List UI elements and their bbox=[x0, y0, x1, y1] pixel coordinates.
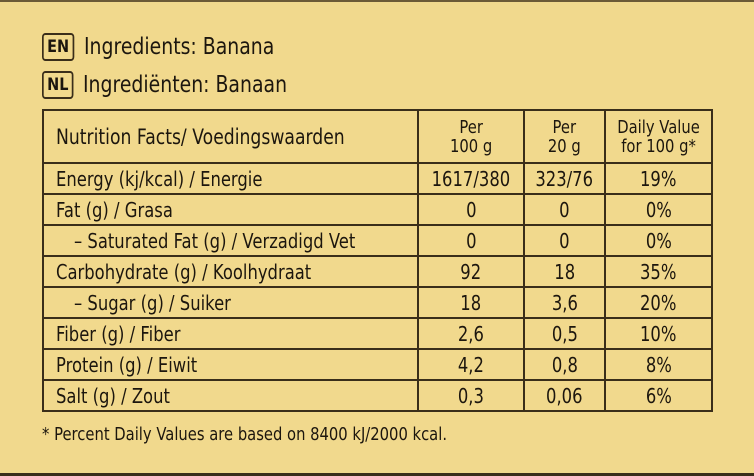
ingredients-text-nl: Ingrediënten: Banaan bbox=[83, 72, 288, 98]
table-row: – Saturated Fat (g) / Verzadigd Vet 0 0 … bbox=[41, 224, 714, 257]
table-row: Carbohydrate (g) / Koolhydraat 92 18 35% bbox=[41, 255, 714, 288]
row-name: Fat (g) / Grasa bbox=[41, 193, 420, 226]
row-per-20g: 323/76 bbox=[523, 162, 606, 195]
row-per-20g: 0 bbox=[523, 224, 606, 257]
row-daily-value: 6% bbox=[603, 379, 714, 412]
row-per-100g: 2,6 bbox=[417, 317, 526, 350]
row-daily-value: 20% bbox=[603, 286, 714, 319]
row-name: – Saturated Fat (g) / Verzadigd Vet bbox=[41, 224, 420, 257]
table-row: Salt (g) / Zout 0,3 0,06 6% bbox=[41, 379, 714, 412]
language-badge-nl: NL bbox=[42, 71, 74, 99]
header-per-100g: Per 100 g bbox=[417, 109, 526, 164]
row-per-20g: 0,5 bbox=[523, 317, 606, 350]
bottom-border bbox=[0, 473, 754, 476]
row-per-20g: 0,06 bbox=[523, 379, 606, 412]
table-row: – Sugar (g) / Suiker 18 3,6 20% bbox=[41, 286, 714, 319]
row-daily-value: 8% bbox=[603, 348, 714, 381]
row-per-20g: 0 bbox=[523, 193, 606, 226]
row-per-100g: 0,3 bbox=[417, 379, 526, 412]
header-name: Nutrition Facts/ Voedingswaarden bbox=[41, 109, 420, 164]
language-badge-en: EN bbox=[42, 33, 75, 61]
row-daily-value: 0% bbox=[603, 193, 714, 226]
top-border bbox=[0, 0, 754, 2]
row-per-20g: 0,8 bbox=[523, 348, 606, 381]
table-row: Fiber (g) / Fiber 2,6 0,5 10% bbox=[41, 317, 714, 350]
table-row: Protein (g) / Eiwit 4,2 0,8 8% bbox=[41, 348, 714, 381]
row-name: Salt (g) / Zout bbox=[41, 379, 420, 412]
row-per-100g: 18 bbox=[417, 286, 526, 319]
row-name: Fiber (g) / Fiber bbox=[41, 317, 420, 350]
row-per-100g: 1617/380 bbox=[417, 162, 526, 195]
header-daily-value: Daily Value for 100 g* bbox=[603, 109, 714, 164]
table-header-row: Nutrition Facts/ Voedingswaarden Per 100… bbox=[41, 109, 714, 164]
table-row: Fat (g) / Grasa 0 0 0% bbox=[41, 193, 714, 226]
row-per-20g: 18 bbox=[523, 255, 606, 288]
row-per-20g: 3,6 bbox=[523, 286, 606, 319]
ingredients-text-en: Ingredients: Banana bbox=[83, 34, 275, 60]
row-per-100g: 0 bbox=[417, 224, 526, 257]
row-name: Carbohydrate (g) / Koolhydraat bbox=[41, 255, 420, 288]
row-per-100g: 92 bbox=[417, 255, 526, 288]
row-daily-value: 10% bbox=[603, 317, 714, 350]
ingredients-nl: NL Ingrediënten: Banaan bbox=[42, 71, 332, 99]
row-per-100g: 0 bbox=[417, 193, 526, 226]
row-name: Energy (kj/kcal) / Energie bbox=[41, 162, 420, 195]
footnote: * Percent Daily Values are based on 8400… bbox=[42, 424, 448, 445]
nutrition-table: Nutrition Facts/ Voedingswaarden Per 100… bbox=[41, 109, 714, 412]
table-row: Energy (kj/kcal) / Energie 1617/380 323/… bbox=[41, 162, 714, 195]
row-daily-value: 19% bbox=[603, 162, 714, 195]
row-daily-value: 35% bbox=[603, 255, 714, 288]
ingredients-en: EN Ingredients: Banana bbox=[42, 33, 316, 61]
row-per-100g: 4,2 bbox=[417, 348, 526, 381]
header-per-20g: Per 20 g bbox=[523, 109, 606, 164]
row-daily-value: 0% bbox=[603, 224, 714, 257]
row-name: Protein (g) / Eiwit bbox=[41, 348, 420, 381]
row-name: – Sugar (g) / Suiker bbox=[41, 286, 420, 319]
